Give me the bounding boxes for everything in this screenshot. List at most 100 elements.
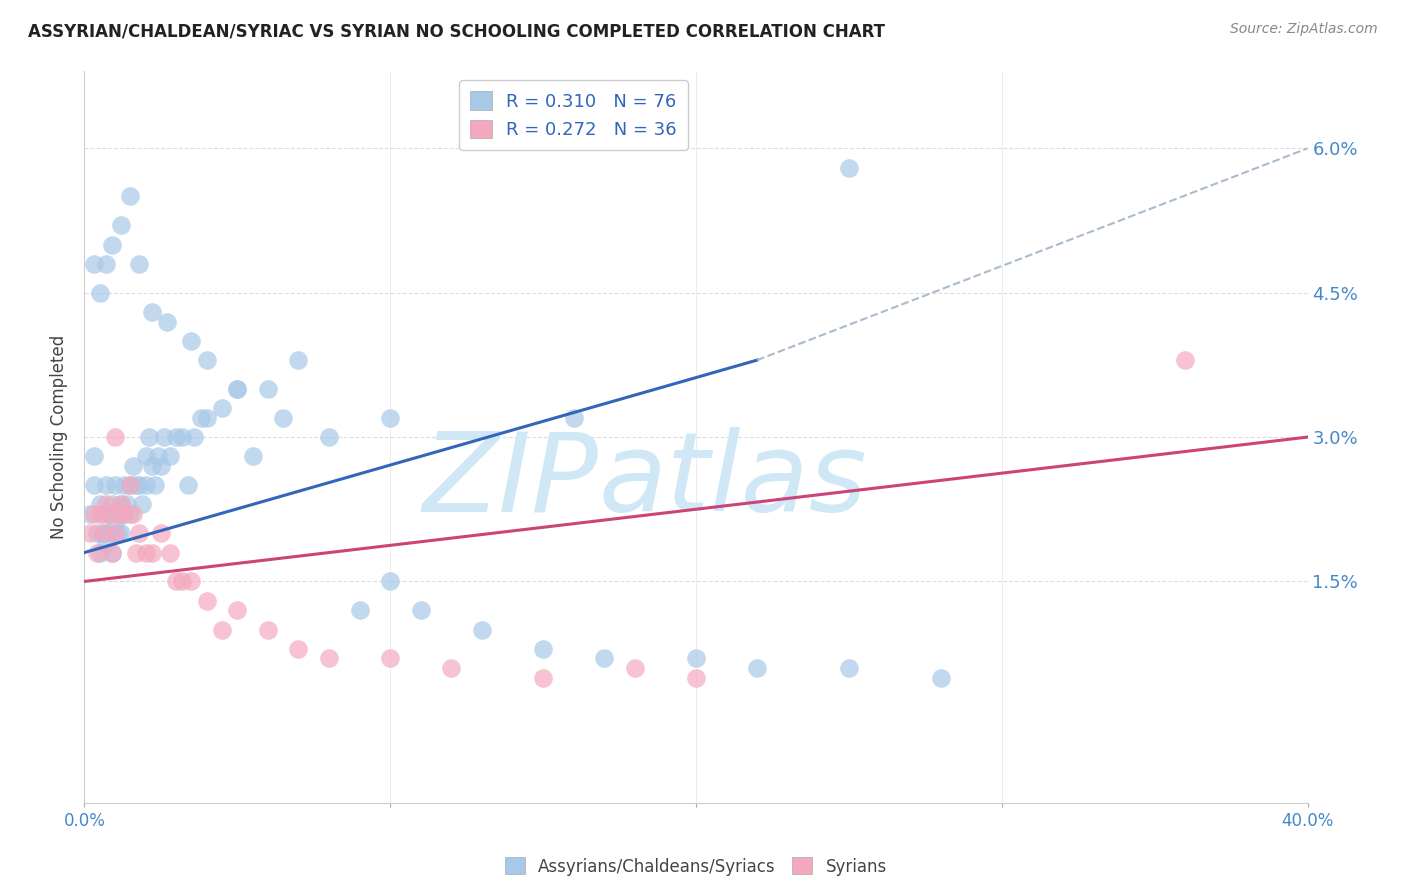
Point bbox=[120, 507, 142, 521]
Point bbox=[747, 661, 769, 675]
Point bbox=[110, 219, 132, 233]
Point bbox=[110, 498, 132, 512]
Point bbox=[195, 410, 218, 425]
Text: Source: ZipAtlas.com: Source: ZipAtlas.com bbox=[1230, 22, 1378, 37]
Point bbox=[531, 671, 554, 685]
Point bbox=[120, 478, 142, 492]
Point bbox=[89, 498, 111, 512]
Point bbox=[104, 430, 127, 444]
Point bbox=[929, 671, 952, 685]
Point bbox=[86, 545, 108, 559]
Point bbox=[110, 498, 132, 512]
Point bbox=[195, 593, 218, 607]
Point bbox=[128, 478, 150, 492]
Point bbox=[107, 526, 129, 541]
Point bbox=[115, 498, 138, 512]
Point bbox=[180, 574, 202, 589]
Point bbox=[562, 410, 585, 425]
Point bbox=[287, 641, 309, 656]
Point bbox=[190, 410, 212, 425]
Point bbox=[107, 507, 129, 521]
Point bbox=[226, 382, 249, 396]
Text: ZIP: ZIP bbox=[422, 427, 598, 534]
Point bbox=[112, 478, 135, 492]
Point bbox=[94, 536, 117, 550]
Point bbox=[120, 189, 142, 203]
Point bbox=[226, 603, 249, 617]
Point bbox=[101, 545, 124, 559]
Point bbox=[141, 305, 163, 319]
Point bbox=[156, 315, 179, 329]
Point bbox=[86, 526, 108, 541]
Point bbox=[471, 623, 494, 637]
Point bbox=[94, 257, 117, 271]
Point bbox=[107, 507, 129, 521]
Point bbox=[128, 526, 150, 541]
Point bbox=[135, 450, 157, 464]
Point bbox=[685, 651, 707, 665]
Point bbox=[104, 526, 127, 541]
Point bbox=[195, 353, 218, 368]
Point bbox=[79, 507, 101, 521]
Point bbox=[149, 526, 172, 541]
Point bbox=[159, 545, 181, 559]
Point bbox=[101, 545, 124, 559]
Point bbox=[122, 458, 145, 473]
Point bbox=[257, 623, 280, 637]
Point bbox=[172, 430, 194, 444]
Point bbox=[112, 507, 135, 521]
Point bbox=[271, 410, 294, 425]
Point bbox=[104, 478, 127, 492]
Point bbox=[149, 458, 172, 473]
Point bbox=[94, 478, 117, 492]
Point bbox=[838, 161, 860, 175]
Point bbox=[97, 507, 120, 521]
Point bbox=[91, 526, 114, 541]
Point bbox=[226, 382, 249, 396]
Point bbox=[83, 507, 105, 521]
Point bbox=[172, 574, 194, 589]
Point bbox=[101, 498, 124, 512]
Point bbox=[143, 478, 166, 492]
Point bbox=[1174, 353, 1197, 368]
Point bbox=[141, 458, 163, 473]
Point bbox=[180, 334, 202, 348]
Point bbox=[165, 430, 187, 444]
Point bbox=[153, 430, 176, 444]
Point bbox=[138, 430, 160, 444]
Point bbox=[125, 478, 148, 492]
Point bbox=[211, 623, 233, 637]
Point bbox=[211, 401, 233, 416]
Point bbox=[135, 545, 157, 559]
Point bbox=[257, 382, 280, 396]
Point bbox=[83, 478, 105, 492]
Legend: Assyrians/Chaldeans/Syriacs, Syrians: Assyrians/Chaldeans/Syriacs, Syrians bbox=[498, 851, 894, 882]
Point bbox=[183, 430, 205, 444]
Point bbox=[97, 507, 120, 521]
Point bbox=[593, 651, 616, 665]
Text: atlas: atlas bbox=[598, 427, 866, 534]
Point bbox=[104, 516, 127, 531]
Point bbox=[440, 661, 463, 675]
Point bbox=[97, 526, 120, 541]
Point bbox=[838, 661, 860, 675]
Point bbox=[128, 257, 150, 271]
Text: ASSYRIAN/CHALDEAN/SYRIAC VS SYRIAN NO SCHOOLING COMPLETED CORRELATION CHART: ASSYRIAN/CHALDEAN/SYRIAC VS SYRIAN NO SC… bbox=[28, 22, 886, 40]
Point bbox=[685, 671, 707, 685]
Point bbox=[177, 478, 200, 492]
Point bbox=[122, 507, 145, 521]
Point bbox=[120, 478, 142, 492]
Point bbox=[89, 507, 111, 521]
Point bbox=[318, 430, 340, 444]
Point bbox=[94, 498, 117, 512]
Point bbox=[89, 285, 111, 300]
Point bbox=[131, 498, 153, 512]
Point bbox=[89, 545, 111, 559]
Point bbox=[159, 450, 181, 464]
Point bbox=[125, 545, 148, 559]
Point bbox=[531, 641, 554, 656]
Point bbox=[79, 526, 101, 541]
Point bbox=[380, 574, 402, 589]
Point bbox=[112, 507, 135, 521]
Y-axis label: No Schooling Completed: No Schooling Completed bbox=[51, 335, 69, 539]
